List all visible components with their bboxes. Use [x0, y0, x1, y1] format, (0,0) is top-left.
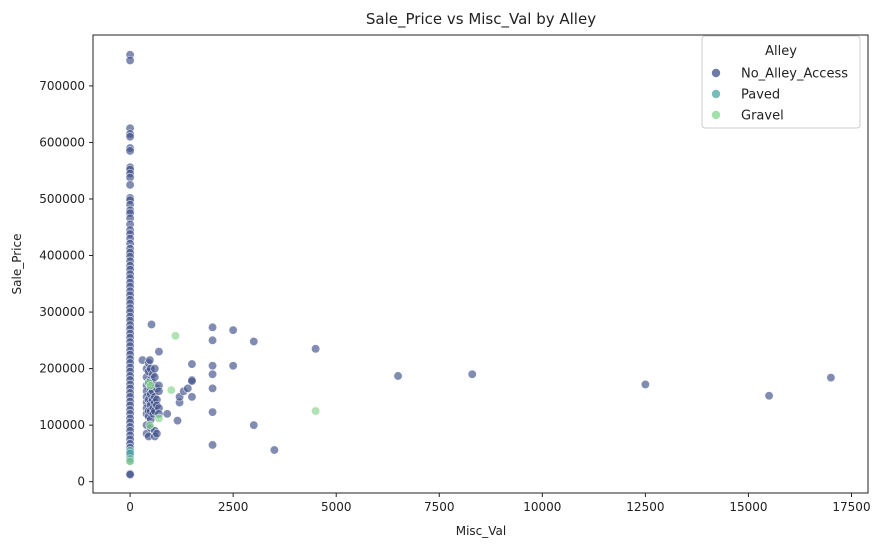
legend-label: Gravel — [741, 109, 784, 124]
data-point — [145, 420, 155, 430]
data-point — [467, 369, 477, 379]
data-point — [125, 470, 135, 480]
data-point — [249, 420, 259, 430]
data-point — [125, 132, 135, 142]
legend-marker — [711, 89, 721, 99]
plot-frame — [92, 34, 869, 494]
data-point — [145, 355, 155, 365]
legend-box — [701, 35, 861, 129]
data-point — [125, 456, 135, 466]
data-point — [152, 429, 162, 439]
data-point — [125, 146, 135, 156]
legend-entries: No_Alley_Access Paved Gravel — [711, 67, 848, 124]
data-point — [166, 385, 176, 395]
data-point — [150, 372, 160, 382]
x-tick-label: 2500 — [218, 500, 249, 514]
x-tick-label: 5000 — [321, 500, 352, 514]
data-point — [183, 383, 193, 393]
y-tick-label: 100000 — [39, 418, 85, 432]
data-point — [154, 386, 164, 396]
x-tick-label: 0 — [126, 500, 134, 514]
plot-area — [92, 34, 869, 494]
data-point — [208, 369, 218, 379]
data-point — [764, 391, 774, 401]
y-tick-label: 600000 — [39, 135, 85, 149]
data-point — [311, 406, 321, 416]
legend: Alley No_Alley_Access Paved Gravel — [701, 35, 861, 129]
data-point — [249, 336, 259, 346]
chart-title: Sale_Price vs Misc_Val by Alley — [366, 10, 596, 29]
data-point — [173, 416, 183, 426]
series-no-alley-access — [125, 50, 836, 480]
data-point — [125, 55, 135, 65]
data-point — [208, 322, 218, 332]
y-axis-label: Sale_Price — [10, 234, 24, 295]
legend-label: Paved — [741, 88, 780, 103]
data-point — [187, 376, 197, 386]
x-axis-ticks: 0 2500 5000 7500 10000 12500 15000 17500 — [126, 493, 871, 514]
data-point — [162, 409, 172, 419]
data-point — [125, 180, 135, 190]
y-tick-label: 700000 — [39, 79, 85, 93]
y-tick-label: 400000 — [39, 249, 85, 263]
x-tick-label: 17500 — [832, 500, 870, 514]
data-point — [826, 373, 836, 383]
data-point — [208, 361, 218, 371]
data-point — [208, 335, 218, 345]
data-point — [154, 347, 164, 357]
data-point — [228, 325, 238, 335]
x-tick-label: 15000 — [729, 500, 767, 514]
data-point — [640, 379, 650, 389]
data-point — [269, 445, 279, 455]
data-point — [208, 440, 218, 450]
data-point — [154, 413, 164, 423]
legend-marker — [711, 68, 721, 78]
data-point — [170, 331, 180, 341]
data-point — [208, 407, 218, 417]
x-tick-label: 12500 — [626, 500, 664, 514]
legend-marker — [711, 110, 721, 120]
data-point — [208, 383, 218, 393]
x-tick-label: 7500 — [424, 500, 455, 514]
data-point — [187, 359, 197, 369]
x-axis-label: Misc_Val — [456, 524, 507, 538]
points-layer — [125, 50, 836, 480]
y-tick-label: 0 — [77, 475, 85, 489]
y-tick-label: 500000 — [39, 192, 85, 206]
y-tick-label: 300000 — [39, 305, 85, 319]
legend-label: No_Alley_Access — [741, 67, 848, 82]
data-point — [228, 361, 238, 371]
legend-title: Alley — [765, 44, 797, 59]
data-point — [146, 381, 156, 391]
data-point — [311, 344, 321, 354]
data-point — [147, 320, 157, 330]
data-point — [393, 371, 403, 381]
series-gravel — [125, 331, 321, 466]
data-point — [150, 364, 160, 374]
y-tick-label: 200000 — [39, 362, 85, 376]
x-tick-label: 10000 — [523, 500, 561, 514]
data-point — [187, 392, 197, 402]
y-axis-ticks: 0 100000 200000 300000 400000 500000 600000 700… — [39, 79, 93, 489]
